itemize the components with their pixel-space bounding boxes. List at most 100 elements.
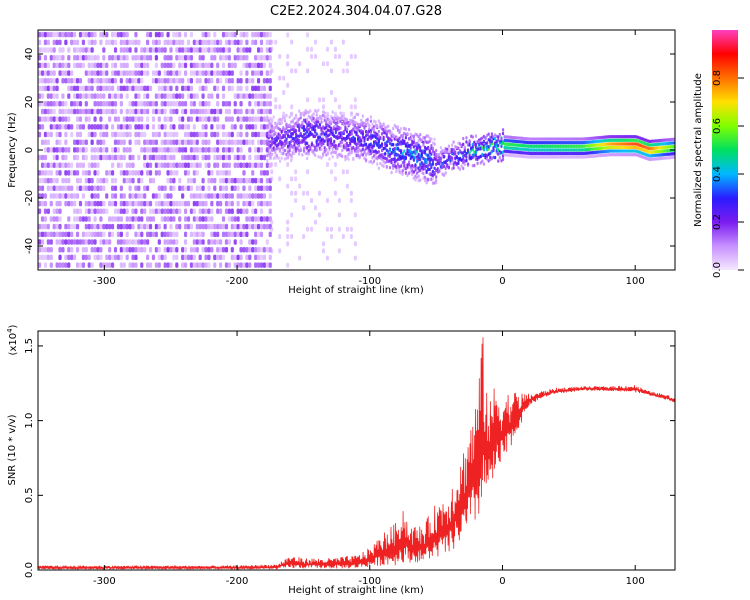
spectrogram-cell	[43, 139, 48, 145]
spectrogram-cell	[236, 47, 240, 53]
spectrogram-ridge-cell	[417, 143, 420, 147]
spectrogram-cell	[219, 208, 223, 215]
spectrogram-cell	[58, 208, 62, 215]
spectrogram-cell	[248, 185, 252, 192]
spectrogram-cell	[125, 177, 129, 184]
spectrogram-cell	[55, 124, 59, 130]
spectrogram-cell	[265, 54, 269, 61]
spectrogram-cell	[134, 93, 138, 99]
spectrogram-cell	[134, 124, 138, 130]
spectrogram-cell	[99, 177, 103, 184]
spectrogram-cell	[75, 39, 80, 46]
spectrogram-cell	[213, 131, 217, 138]
spectrogram-cell	[157, 200, 161, 207]
spectrogram-cell	[163, 216, 167, 222]
spectrogram-cell	[256, 223, 261, 230]
spectrogram-cell	[87, 231, 91, 238]
spectrogram-cell	[181, 39, 185, 46]
spectrogram-cell	[341, 68, 345, 74]
spectrogram-cell	[160, 101, 164, 107]
spectrogram-cell	[96, 177, 100, 184]
spectrogram-cell	[43, 177, 48, 184]
spectrogram-cell	[73, 54, 77, 61]
spectrogram-cell	[93, 108, 97, 115]
spectrogram-cell	[70, 231, 74, 238]
spectrogram-cell	[163, 162, 167, 168]
spectrogram-cell	[67, 216, 71, 222]
spectrogram-cell	[46, 185, 50, 192]
spectrogram-ridge-cell	[344, 125, 347, 130]
spectrogram-cell	[265, 47, 269, 53]
spectrogram-cell	[175, 93, 179, 99]
spectrogram-cell	[242, 154, 246, 161]
spectrogram-cell	[143, 124, 147, 130]
spectrogram-cell	[70, 223, 74, 230]
spectrogram-cell	[81, 185, 85, 192]
spectrogram-cell	[75, 131, 80, 138]
spectrogram-cell	[186, 223, 191, 230]
spectrogram-cell	[192, 239, 196, 245]
spectrogram-cell	[262, 200, 267, 207]
spectrogram-cell	[46, 139, 50, 145]
spectrogram-cell	[216, 246, 220, 253]
spectrogram-cell	[216, 62, 220, 69]
spectrogram-cell	[181, 24, 184, 30]
spectrogram-cell	[172, 108, 176, 115]
spectrogram-cell	[125, 246, 129, 253]
spectrogram-cell	[207, 62, 211, 69]
spectrogram-cell	[96, 78, 100, 84]
spectrogram-cell	[251, 223, 255, 230]
colorbar: 0.00.20.40.60.8 Normalized spectral ampl…	[693, 30, 744, 278]
spectrogram-cell	[70, 70, 74, 76]
spectrogram-cell	[99, 262, 103, 268]
spectrogram-cell	[55, 78, 59, 84]
spectrogram-ridge-cell	[363, 137, 366, 141]
spectrogram-cell	[75, 208, 80, 215]
spectrogram-cell	[143, 93, 147, 99]
spectrogram-cell	[221, 85, 226, 92]
spectrogram-ridge-cell	[280, 118, 283, 122]
spectrogram-cell	[55, 116, 59, 122]
spectrogram-cell	[58, 262, 62, 268]
spectrogram-cell	[58, 131, 62, 138]
spectrogram-ridge-cell	[342, 114, 345, 119]
spectrogram-cell	[99, 246, 103, 253]
spectrogram-cell	[43, 108, 48, 115]
spectrogram-cell	[221, 54, 226, 61]
spectrogram-cell	[38, 262, 42, 268]
spectrogram-cell	[236, 177, 240, 184]
spectrogram-cell	[110, 101, 115, 107]
spectrogram-cell	[122, 47, 126, 53]
spectrogram-cell	[67, 47, 71, 53]
spectrogram-cell	[125, 47, 129, 53]
spectrogram-cell	[55, 85, 59, 92]
spectrogram-ridge-cell	[462, 142, 465, 147]
spectrogram-cell	[254, 124, 258, 130]
spectrogram-cell	[262, 246, 267, 253]
spectrogram-cell	[216, 93, 220, 99]
spectrogram-cell	[160, 154, 164, 161]
spectrogram-cell	[61, 162, 65, 168]
spectrogram-cell	[163, 246, 167, 253]
spectrogram-cell	[43, 47, 48, 53]
spectrogram-cell	[70, 31, 74, 38]
spectrogram-cell	[75, 93, 80, 99]
spectrogram-cell	[242, 246, 246, 253]
spectrogram-cell	[245, 193, 249, 199]
spectrogram-cell	[248, 108, 252, 115]
spectrogram-cell	[166, 162, 170, 168]
spectrogram-cell	[251, 93, 255, 99]
spectrogram-cell	[78, 62, 83, 69]
spectrogram-ridge-cell	[368, 123, 371, 128]
spectrogram-cell	[113, 177, 118, 184]
spectrogram-cell	[122, 208, 126, 215]
spectrogram-cell	[125, 116, 129, 122]
spectrogram-cell	[105, 154, 109, 161]
spectrogram-cell	[189, 93, 194, 99]
spectrogram-cell	[119, 185, 123, 192]
spectrogram-cell	[163, 47, 167, 53]
spectrogram-cell	[245, 85, 249, 92]
spectrogram-cell	[204, 193, 208, 199]
spectrogram-cell	[221, 47, 226, 53]
